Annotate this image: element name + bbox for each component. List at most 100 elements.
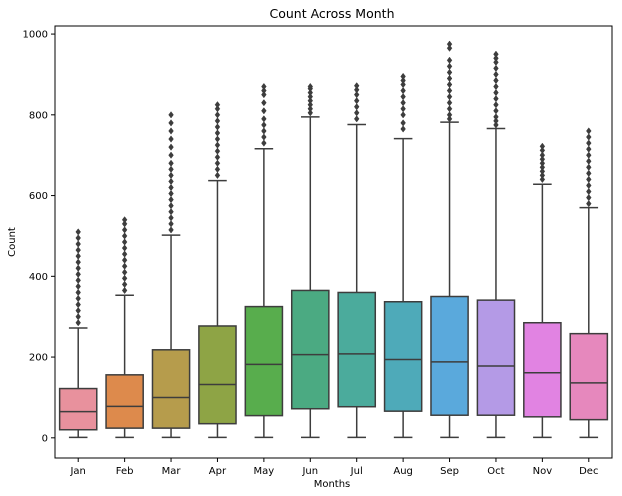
outlier-point-mar xyxy=(168,195,174,204)
outlier-point-may xyxy=(261,133,267,141)
x-tick-label-oct: Oct xyxy=(487,466,504,477)
outlier-point-feb xyxy=(121,286,128,295)
outlier-point-jul xyxy=(353,86,360,94)
outlier-point-apr xyxy=(214,153,221,161)
outlier-point-dec xyxy=(586,127,592,135)
outlier-point-dec xyxy=(586,200,592,208)
outlier-point-jul xyxy=(353,115,360,123)
outlier-point-mar xyxy=(168,135,174,143)
x-tick-label-aug: Aug xyxy=(393,466,413,477)
outlier-point-oct xyxy=(493,89,499,97)
outlier-point-mar xyxy=(168,171,174,179)
outlier-point-sep xyxy=(446,56,453,64)
x-tick-label-nov: Nov xyxy=(533,466,553,477)
outlier-point-feb xyxy=(121,232,128,240)
outlier-point-jan xyxy=(75,288,81,297)
outlier-point-jan xyxy=(75,282,81,291)
outlier-point-jan xyxy=(75,246,81,254)
outlier-point-may xyxy=(261,82,267,91)
outlier-point-sep xyxy=(446,105,453,113)
outlier-point-jan xyxy=(75,300,81,309)
outlier-point-apr xyxy=(214,117,221,125)
outlier-point-oct xyxy=(493,50,499,58)
outlier-point-mar xyxy=(168,159,174,167)
outlier-point-nov xyxy=(539,159,546,167)
outlier-point-jan xyxy=(75,276,81,284)
outlier-point-jan xyxy=(75,319,81,327)
outlier-point-mar xyxy=(168,208,174,216)
outlier-point-apr xyxy=(214,101,221,109)
outlier-point-feb xyxy=(121,280,128,289)
outlier-point-apr xyxy=(214,159,221,167)
outlier-point-sep xyxy=(446,99,453,107)
outlier-point-apr xyxy=(214,105,221,113)
outlier-point-mar xyxy=(168,202,174,210)
outlier-point-mar xyxy=(168,183,174,192)
outlier-point-sep xyxy=(446,111,453,119)
outlier-point-oct xyxy=(493,82,499,91)
outlier-point-sep xyxy=(446,62,453,70)
outlier-point-jan xyxy=(75,270,81,278)
outlier-point-sep xyxy=(446,115,453,123)
outlier-point-jan xyxy=(75,307,81,315)
outlier-point-jun xyxy=(307,105,314,113)
outlier-point-feb xyxy=(121,220,128,228)
outlier-point-may xyxy=(261,121,267,129)
outlier-point-aug xyxy=(400,111,406,119)
outlier-point-jul xyxy=(353,109,360,117)
outlier-point-apr xyxy=(214,129,221,137)
outlier-point-may xyxy=(261,139,267,147)
box-aug xyxy=(383,301,423,412)
chart-title: Count Across Month xyxy=(270,6,395,21)
outlier-point-dec xyxy=(586,157,592,165)
outlier-point-oct xyxy=(493,113,499,121)
outlier-point-nov xyxy=(539,171,546,179)
outlier-point-may xyxy=(261,107,267,115)
outlier-point-mar xyxy=(168,111,174,119)
x-tick-label-apr: Apr xyxy=(209,466,227,477)
outlier-point-feb xyxy=(121,238,128,246)
outlier-point-jun xyxy=(307,97,314,105)
outlier-point-mar xyxy=(168,165,174,173)
outlier-point-jan xyxy=(75,258,81,266)
outlier-point-feb xyxy=(121,262,128,270)
outlier-point-nov xyxy=(539,175,546,184)
outlier-point-dec xyxy=(586,169,592,177)
x-tick-label-feb: Feb xyxy=(116,466,134,477)
y-tick-label: 800 xyxy=(29,110,48,121)
outlier-point-jul xyxy=(353,91,360,99)
outlier-point-mar xyxy=(168,143,174,151)
outlier-point-jan xyxy=(75,313,81,321)
y-tick-label: 1000 xyxy=(23,30,48,41)
x-axis-label: Months xyxy=(314,479,351,490)
outlier-point-dec xyxy=(586,133,592,141)
y-tick-label: 600 xyxy=(29,191,48,202)
outlier-point-nov xyxy=(539,167,546,175)
outlier-point-jan xyxy=(75,252,81,260)
outlier-point-dec xyxy=(586,145,592,153)
outlier-point-mar xyxy=(168,119,174,127)
outlier-point-dec xyxy=(586,151,592,159)
x-tick-label-mar: Mar xyxy=(162,466,182,477)
outlier-point-oct xyxy=(493,95,499,103)
outlier-point-aug xyxy=(400,105,406,113)
outlier-point-may xyxy=(261,86,267,95)
x-tick-label-jul: Jul xyxy=(350,466,363,477)
box-jun xyxy=(290,289,330,410)
outlier-point-jul xyxy=(353,97,360,105)
outlier-point-apr xyxy=(214,171,221,179)
outlier-point-dec xyxy=(586,175,592,184)
outlier-point-feb xyxy=(121,226,128,234)
outlier-point-oct xyxy=(493,107,499,115)
outlier-point-oct xyxy=(493,121,499,129)
y-tick-label: 400 xyxy=(29,272,48,283)
outlier-point-may xyxy=(261,91,267,99)
outlier-point-apr xyxy=(214,111,221,119)
outlier-point-jul xyxy=(353,103,360,111)
outlier-point-apr xyxy=(214,135,221,143)
box-mar xyxy=(151,349,191,429)
outlier-point-feb xyxy=(121,216,128,224)
outlier-point-dec xyxy=(586,181,592,190)
outlier-point-nov xyxy=(539,155,546,163)
outlier-point-oct xyxy=(493,58,499,66)
